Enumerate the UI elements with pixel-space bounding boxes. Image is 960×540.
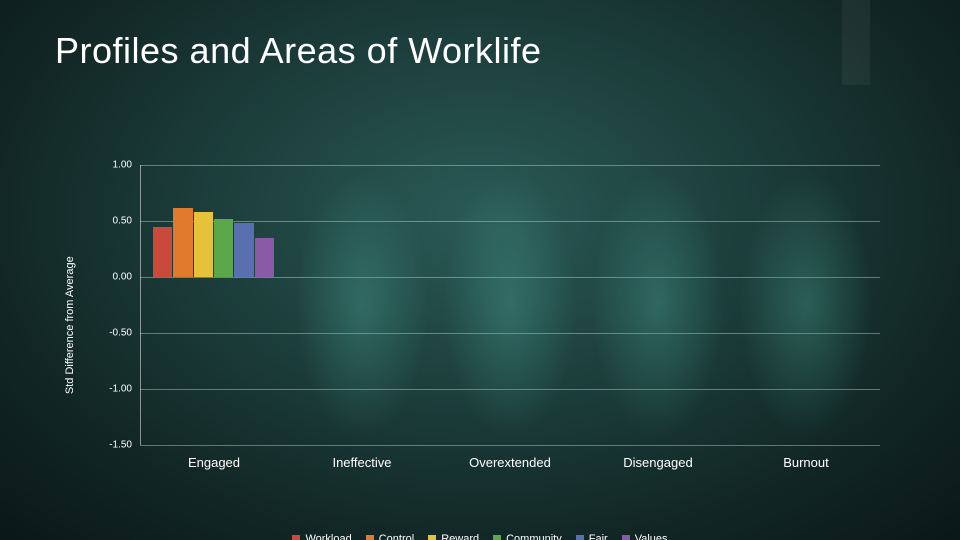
bar [214, 219, 233, 277]
y-tick-label: 0.50 [113, 216, 132, 227]
gridline [140, 445, 880, 446]
legend-swatch [428, 535, 436, 540]
occluded-panel [739, 171, 873, 440]
accent-bar [842, 0, 870, 85]
legend: Workload Control Reward Community Fair Values [80, 533, 880, 540]
category-group: Engaged [153, 165, 275, 445]
legend-swatch [366, 535, 374, 540]
y-tick-label: -0.50 [109, 328, 132, 339]
category-group: Overextended [449, 165, 571, 445]
category-group: Disengaged [597, 165, 719, 445]
legend-swatch [622, 535, 630, 540]
legend-swatch [493, 535, 501, 540]
legend-item: Community [493, 533, 562, 540]
occluded-panel [591, 171, 725, 440]
category-label: Engaged [153, 455, 275, 470]
legend-label: Control [379, 533, 414, 540]
category-label: Burnout [745, 455, 867, 470]
legend-swatch [292, 535, 300, 540]
chart: Std Difference from Average 1.000.500.00… [80, 165, 880, 495]
y-tick-label: -1.50 [109, 440, 132, 451]
occluded-panel [443, 171, 577, 440]
legend-item: Fair [576, 533, 608, 540]
category-group: Burnout [745, 165, 867, 445]
bar [234, 223, 253, 277]
bar [255, 238, 274, 277]
legend-item: Reward [428, 533, 479, 540]
legend-item: Workload [292, 533, 351, 540]
plot-area: 1.000.500.00-0.50-1.00-1.50EngagedIneffe… [140, 165, 880, 445]
category-label: Ineffective [301, 455, 423, 470]
category-group: Ineffective [301, 165, 423, 445]
y-tick-label: 1.00 [113, 160, 132, 171]
y-tick-label: -1.00 [109, 384, 132, 395]
legend-label: Fair [589, 533, 608, 540]
legend-label: Workload [305, 533, 351, 540]
legend-label: Community [506, 533, 562, 540]
bar [153, 227, 172, 277]
page-title: Profiles and Areas of Worklife [55, 30, 542, 72]
legend-item: Control [366, 533, 414, 540]
legend-label: Values [635, 533, 668, 540]
legend-label: Reward [441, 533, 479, 540]
bar [194, 212, 213, 277]
y-axis-line [140, 165, 141, 445]
category-label: Overextended [449, 455, 571, 470]
legend-swatch [576, 535, 584, 540]
occluded-panel [295, 171, 429, 440]
bar [173, 208, 192, 277]
y-tick-label: 0.00 [113, 272, 132, 283]
category-label: Disengaged [597, 455, 719, 470]
y-axis-label: Std Difference from Average [64, 256, 76, 394]
legend-item: Values [622, 533, 668, 540]
